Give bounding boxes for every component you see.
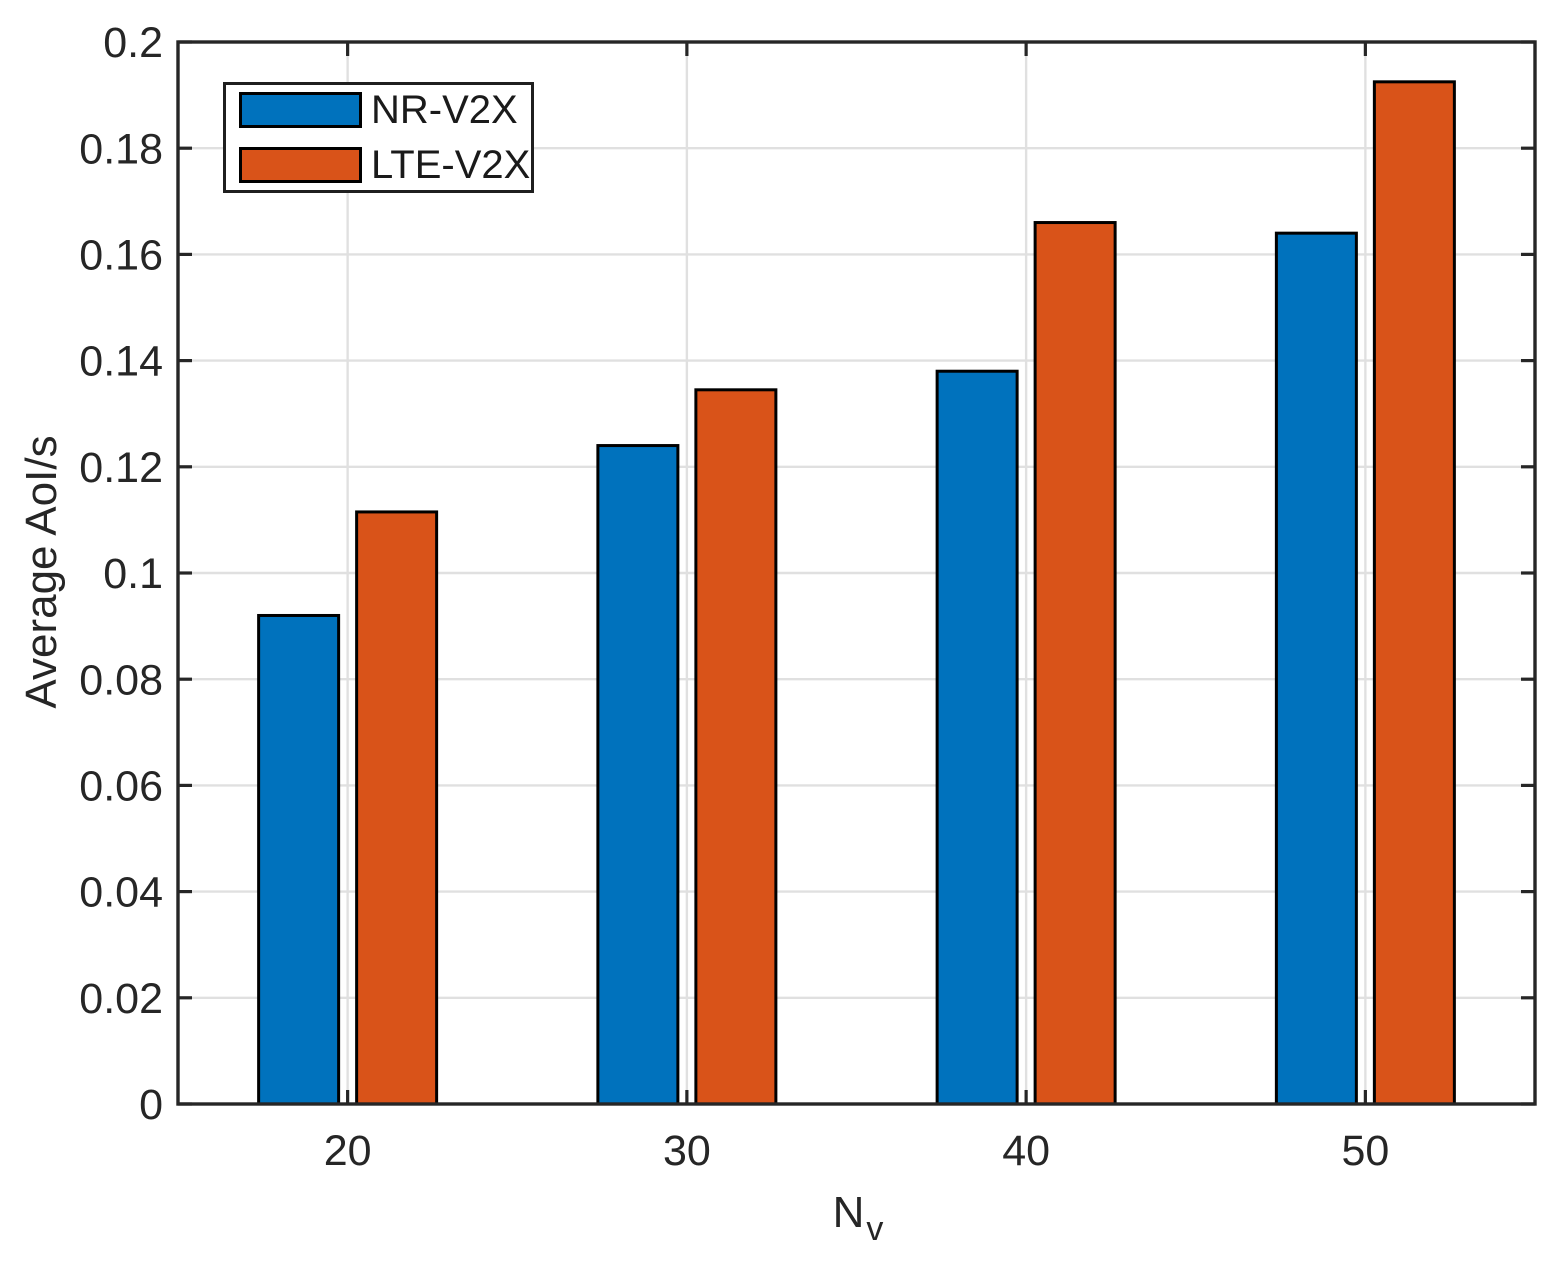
y-tick-label: 0.14	[79, 338, 163, 386]
legend-item-lte-v2x: LTE-V2X	[239, 145, 531, 185]
y-tick-label: 0.1	[103, 550, 163, 598]
x-axis-label: Nv	[832, 1188, 884, 1248]
y-tick-label: 0.06	[79, 762, 163, 810]
legend-item-nr-v2x: NR-V2X	[239, 90, 531, 130]
y-tick-label: 0.08	[79, 656, 163, 704]
y-tick-label: 0.16	[79, 231, 163, 279]
bar-lte-v2x-50	[1372, 80, 1456, 1106]
bar-nr-v2x-20	[257, 613, 341, 1106]
x-tick-label: 30	[663, 1127, 711, 1175]
bar-nr-v2x-50	[1274, 231, 1358, 1106]
bar-lte-v2x-20	[355, 510, 439, 1106]
x-axis-label-subscript: v	[866, 1210, 884, 1248]
legend-swatch-lte-v2x	[239, 147, 362, 183]
y-tick-label: 0.02	[79, 975, 163, 1023]
bar-nr-v2x-30	[596, 444, 680, 1106]
legend-label-lte-v2x: LTE-V2X	[371, 143, 531, 187]
y-axis-label: Average AoI/s	[17, 435, 66, 709]
bar-lte-v2x-30	[694, 388, 778, 1106]
y-tick-label: 0.2	[103, 19, 163, 67]
legend: NR-V2X LTE-V2X	[223, 82, 534, 193]
legend-label-nr-v2x: NR-V2X	[371, 88, 518, 132]
y-tick-label: 0.12	[79, 444, 163, 492]
x-axis-label-base: N	[832, 1188, 865, 1237]
bar-nr-v2x-40	[935, 369, 1019, 1106]
legend-swatch-nr-v2x	[239, 92, 362, 128]
x-tick-label: 20	[324, 1127, 372, 1175]
bar-lte-v2x-40	[1033, 221, 1117, 1106]
x-tick-label: 40	[1002, 1127, 1050, 1175]
y-tick-label: 0.04	[79, 869, 163, 917]
plot-border	[176, 40, 1537, 1106]
y-tick-label: 0	[139, 1081, 163, 1129]
y-tick-label: 0.18	[79, 125, 163, 173]
x-tick-label: 50	[1341, 1127, 1389, 1175]
